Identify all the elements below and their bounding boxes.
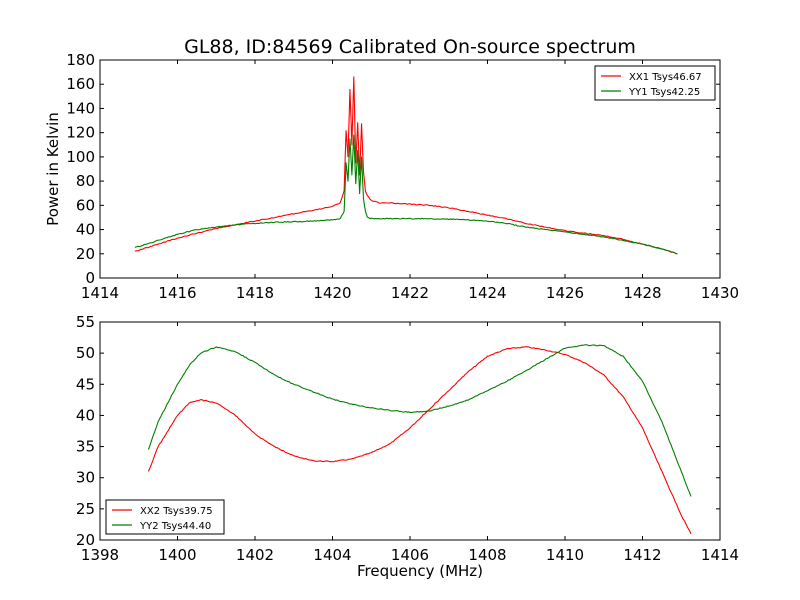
y-axis-label: Power in Kelvin	[44, 112, 62, 226]
series-line-2	[147, 344, 692, 497]
y-tick-label: 20	[76, 531, 95, 549]
legend-label-1: XX1 Tsys46.67	[629, 72, 702, 83]
y-tick-label: 60	[76, 196, 95, 214]
x-tick-label: 1420	[313, 284, 351, 302]
y-tick-label: 50	[76, 344, 95, 362]
x-tick-label: 1428	[623, 284, 661, 302]
y-tick-label: 40	[76, 406, 95, 424]
chart-title: GL88, ID:84569 Calibrated On-source spec…	[184, 36, 636, 58]
y-tick-label: 25	[76, 500, 95, 518]
y-tick-label: 80	[76, 172, 95, 190]
x-tick-label: 1416	[158, 284, 196, 302]
bottom-panel: 1398 1400 1402 1404 1406 1408 1410 1412 1414 20 25…	[76, 313, 739, 580]
legend-box	[594, 65, 716, 101]
x-tick-label: 1414	[701, 546, 739, 564]
y-tick-label: 120	[66, 124, 95, 142]
y-tick-label: 100	[66, 148, 95, 166]
x-tick-label: 1408	[468, 546, 506, 564]
legend-box	[105, 499, 225, 535]
y-tick-label: 35	[76, 438, 95, 456]
panels: 1414 1416 1418 1420 1422 1424 1426 1428 1430 0 20 4…	[44, 51, 739, 580]
y-tick-label: 30	[76, 469, 95, 487]
x-tick-label: 1402	[236, 546, 274, 564]
x-tick-label: 1430	[701, 284, 739, 302]
top-panel: 1414 1416 1418 1420 1422 1424 1426 1428 1430 0 20 4…	[44, 51, 739, 302]
series-line-1	[147, 346, 692, 535]
x-tick-label: 1404	[313, 546, 351, 564]
legend-label-1: XX2 Tsys39.75	[140, 506, 213, 517]
y-tick-label: 140	[66, 99, 95, 117]
y-tick-label: 20	[76, 245, 95, 263]
y-tick-label: 0	[85, 269, 95, 287]
legend-label-2: YY1 Tsys42.25	[628, 87, 700, 98]
legend: XX2 Tsys39.75 YY2 Tsys44.40	[105, 499, 225, 535]
x-tick-label: 1406	[391, 546, 429, 564]
y-tick-label: 180	[66, 51, 95, 69]
x-axis-label: Frequency (MHz)	[357, 562, 483, 580]
x-tick-label: 1426	[546, 284, 584, 302]
y-tick-label: 45	[76, 375, 95, 393]
x-tick-label: 1398	[81, 546, 119, 564]
x-tick-label: 1424	[468, 284, 506, 302]
legend: XX1 Tsys46.67 YY1 Tsys42.25	[594, 65, 716, 101]
x-tick-label: 1400	[158, 546, 196, 564]
series-line-1	[134, 76, 678, 255]
x-tick-label: 1412	[623, 546, 661, 564]
y-tick-label: 40	[76, 221, 95, 239]
legend-label-2: YY2 Tsys44.40	[139, 521, 211, 532]
y-tick-label: 160	[66, 75, 95, 93]
x-tick-label: 1414	[81, 284, 119, 302]
y-tick-label: 55	[76, 313, 95, 331]
series-line-2	[134, 134, 678, 255]
x-tick-label: 1418	[236, 284, 274, 302]
x-tick-label: 1422	[391, 284, 429, 302]
x-tick-label: 1410	[546, 546, 584, 564]
